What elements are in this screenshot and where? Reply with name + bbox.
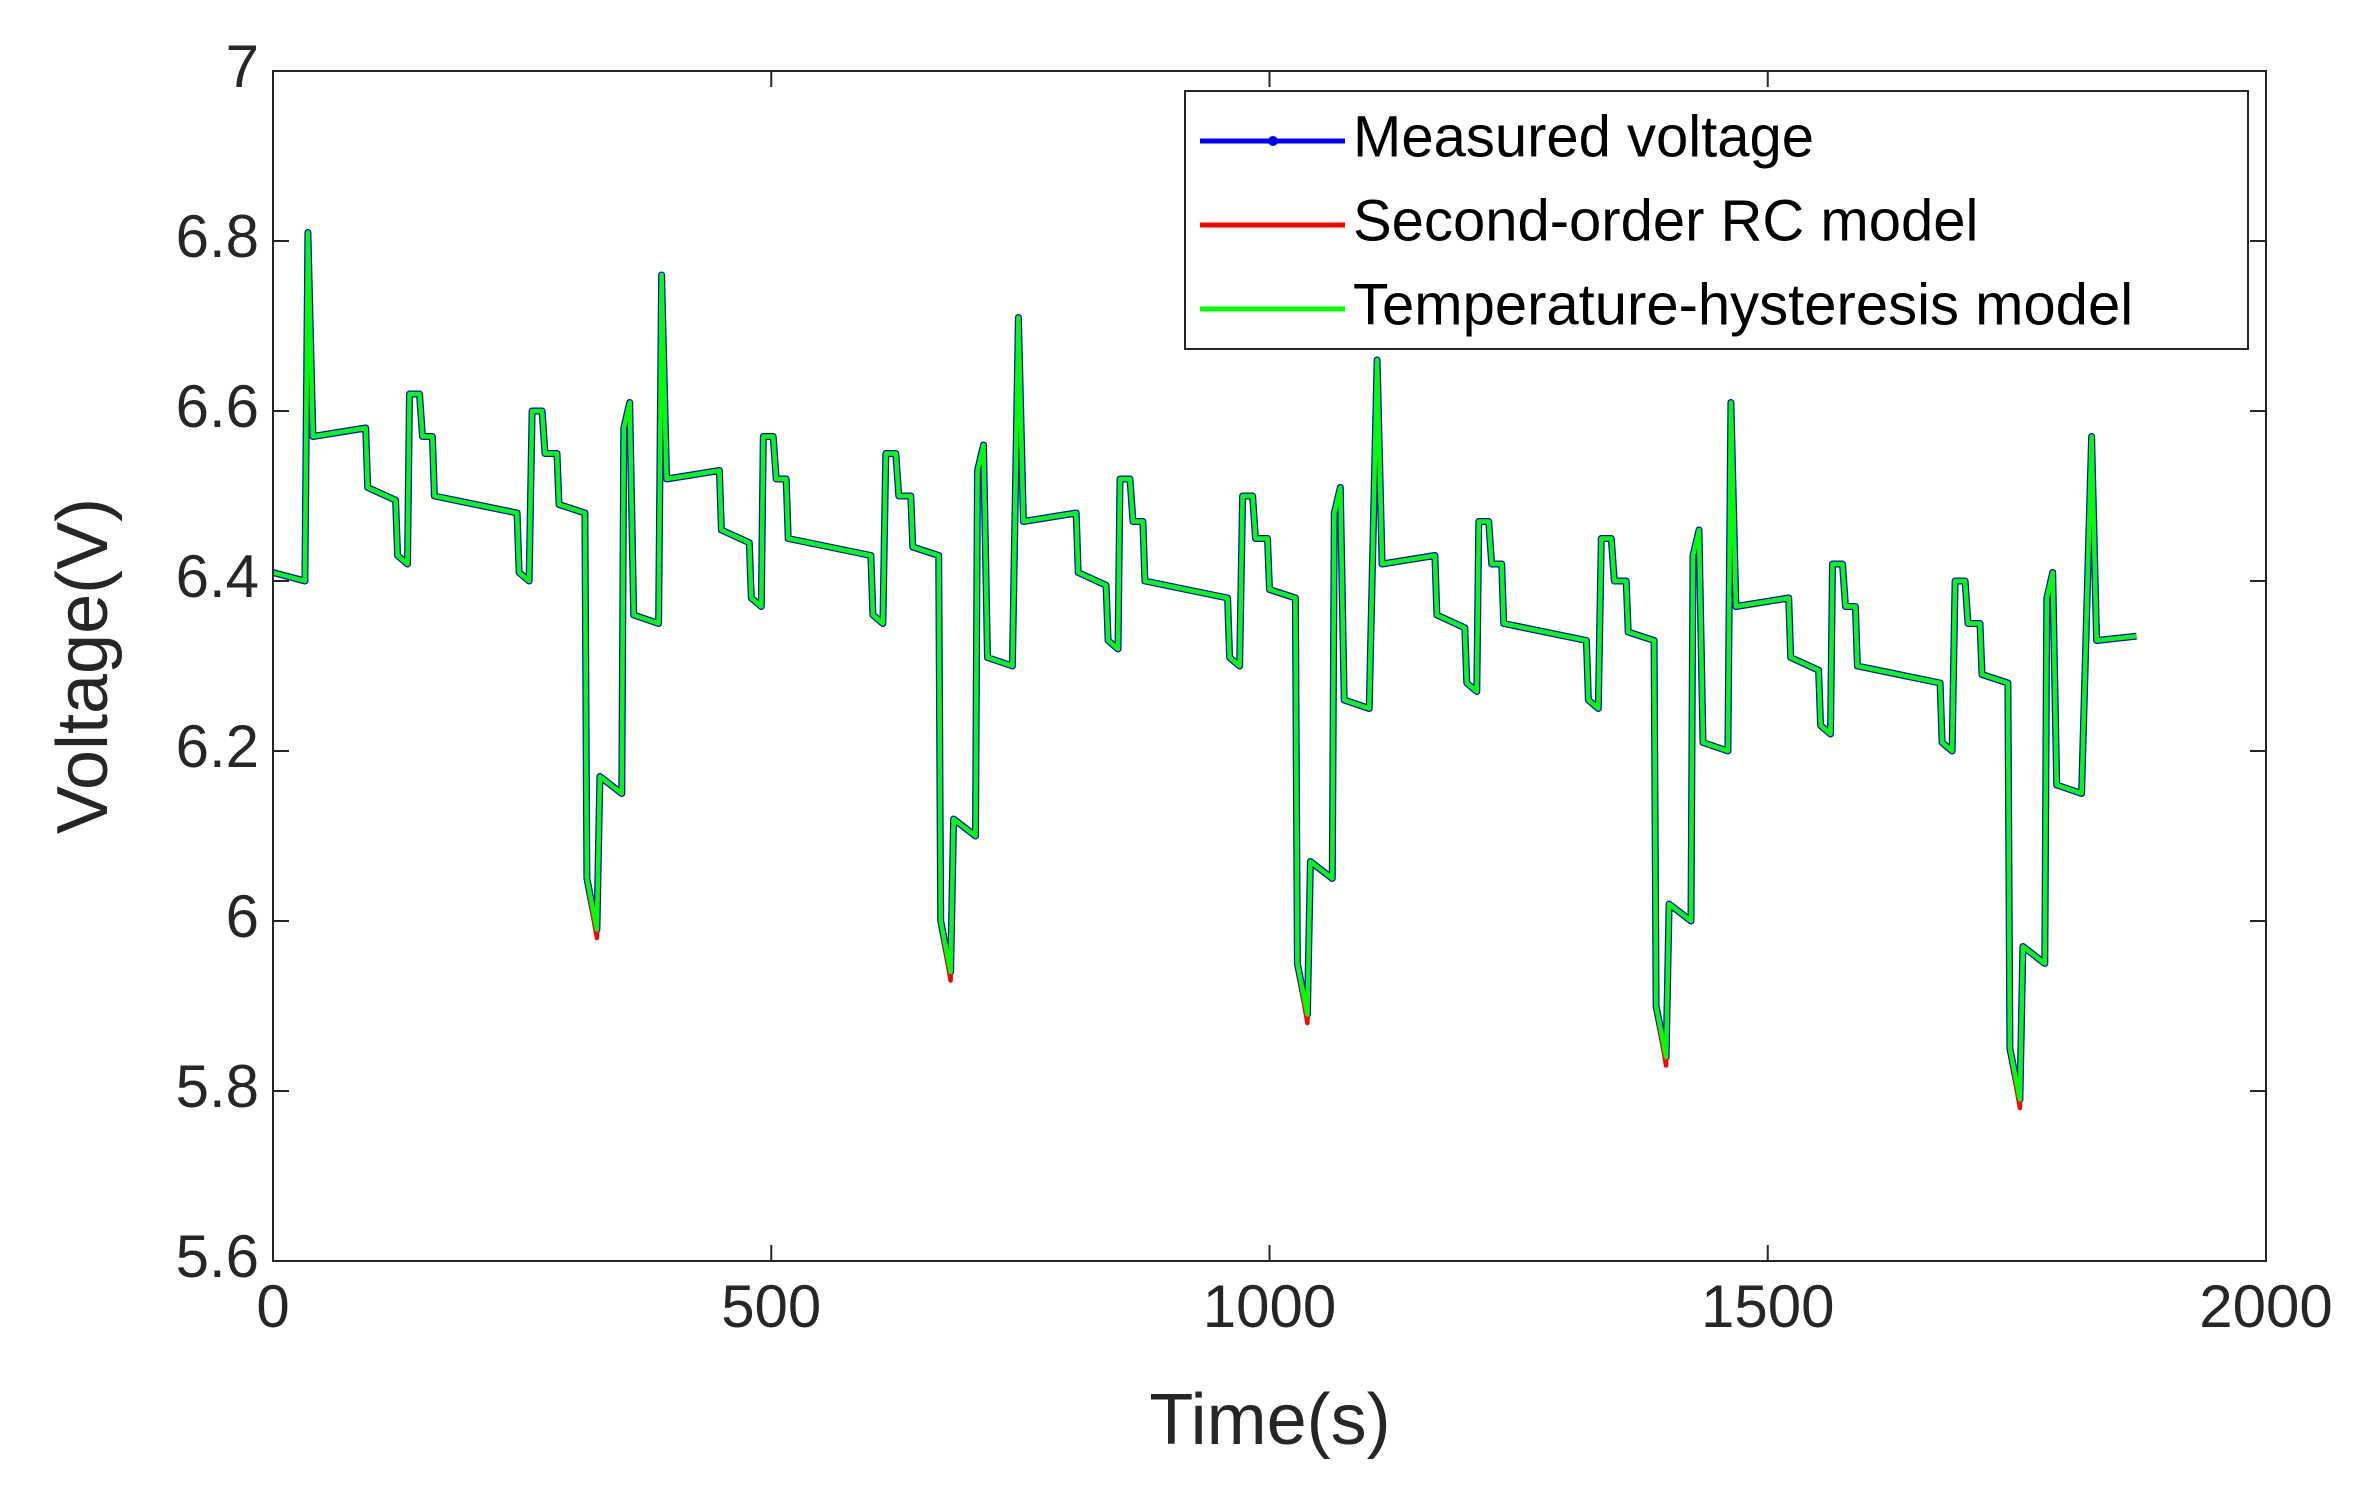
x-tick-label: 0 bbox=[256, 1273, 289, 1340]
y-tick-label: 6.8 bbox=[176, 203, 259, 270]
legend-label: Temperature-hysteresis model bbox=[1353, 272, 2133, 337]
legend-box bbox=[1184, 90, 2249, 350]
x-tick-label: 1500 bbox=[1701, 1273, 1834, 1340]
legend-marker bbox=[1268, 136, 1278, 146]
x-tick-label: 2000 bbox=[2199, 1273, 2332, 1340]
y-tick-label: 5.6 bbox=[176, 1223, 259, 1290]
y-tick-label: 6 bbox=[226, 883, 259, 950]
y-axis-label: Voltage(V) bbox=[43, 498, 123, 834]
y-tick-label: 6.6 bbox=[176, 373, 259, 440]
plot-frame bbox=[272, 70, 2267, 1262]
x-tick-label: 1000 bbox=[1203, 1273, 1336, 1340]
y-tick-label: 6.2 bbox=[176, 713, 259, 780]
legend-label: Second-order RC model bbox=[1353, 188, 1978, 253]
y-tick-label: 7 bbox=[226, 33, 259, 100]
y-tick-label: 5.8 bbox=[176, 1053, 259, 1120]
y-tick-label: 6.4 bbox=[176, 543, 259, 610]
series-line bbox=[272, 230, 2137, 1102]
x-tick-label: 500 bbox=[721, 1273, 821, 1340]
legend-label: Measured voltage bbox=[1353, 104, 1814, 169]
x-axis-label: Time(s) bbox=[1149, 1380, 1390, 1460]
